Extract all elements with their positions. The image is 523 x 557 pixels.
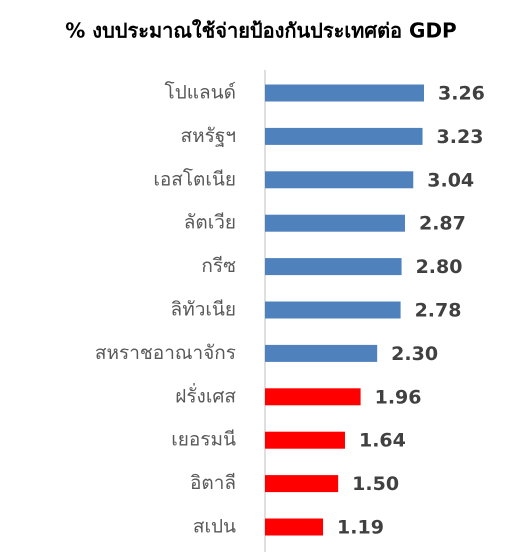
bar (265, 475, 339, 493)
category-label: สหรัฐฯ (181, 125, 236, 147)
value-label: 1.96 (375, 386, 422, 408)
value-label: 1.19 (337, 517, 384, 539)
value-label: 2.30 (391, 343, 438, 365)
value-label: 2.80 (416, 256, 463, 278)
bar (265, 388, 361, 406)
bar (265, 127, 423, 145)
bar (265, 258, 402, 276)
value-label: 2.78 (415, 300, 462, 322)
category-label: ลิทัวเนีย (171, 299, 236, 321)
value-label: 1.50 (352, 473, 399, 495)
value-label: 2.87 (419, 213, 466, 235)
bar (265, 171, 414, 189)
category-label: สหราชอาณาจักร (95, 342, 236, 364)
value-label: 3.23 (437, 126, 484, 148)
category-label: ลัตเวีย (184, 212, 236, 234)
category-label: ฝรั่งเศส (175, 382, 236, 407)
bar (265, 214, 405, 232)
bar (265, 344, 378, 362)
category-label: โปแลนด์ (165, 81, 236, 104)
bar (265, 84, 424, 102)
category-label: สเปน (193, 516, 236, 538)
bar (265, 301, 401, 319)
value-label: 3.04 (427, 169, 474, 191)
category-label: เอสโตเนีย (153, 167, 236, 190)
chart-title: % งบประมาณใช้จ่ายป้องกันประเทศต่อ GDP (65, 19, 456, 43)
category-label: กรีซ (201, 255, 236, 277)
category-label: เยอรมนี (171, 429, 236, 451)
value-label: 1.64 (359, 430, 406, 452)
bar (265, 518, 324, 536)
category-label: อิตาลี (190, 472, 236, 494)
bar (265, 431, 345, 449)
value-label: 3.26 (438, 83, 485, 105)
